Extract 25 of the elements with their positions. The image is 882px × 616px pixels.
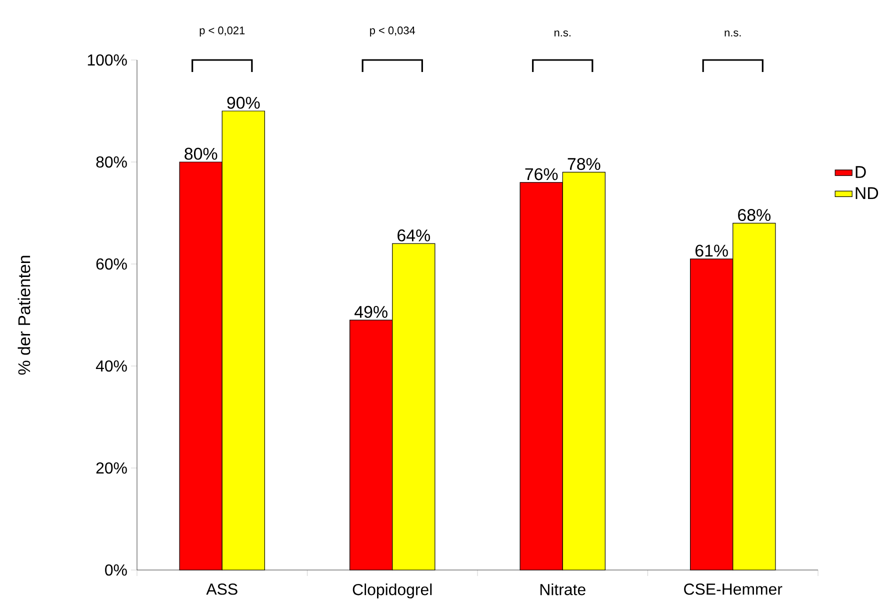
legend-label: ND	[856, 187, 878, 199]
text: p < 0,021	[200, 26, 245, 36]
y-tick-label: 80%	[96, 156, 127, 168]
y-tick-label: 20%	[96, 462, 127, 474]
data-label: 49%	[354, 306, 388, 318]
y-axis-title: % der Patienten	[18, 256, 30, 375]
y-tick-label: 60%	[96, 258, 127, 270]
legend-label: D	[856, 166, 866, 178]
y-tick-label: 40%	[96, 360, 127, 372]
x-tick-label: ASS	[206, 584, 238, 595]
y-tick-label: 0%	[105, 564, 127, 576]
data-label: 76%	[525, 168, 558, 180]
data-label: 64%	[398, 229, 430, 242]
data-label: 80%	[184, 148, 218, 160]
data-label: 68%	[738, 209, 770, 222]
data-label: 90%	[227, 96, 260, 109]
data-label: 61%	[696, 244, 728, 257]
x-tick-label: Nitrate	[540, 584, 586, 596]
x-tick-label: CSE-Hemmer	[684, 584, 782, 595]
text: n.s.	[554, 30, 570, 36]
text: n.s.	[724, 30, 741, 36]
x-tick-label: Clopidogrel	[352, 584, 432, 598]
data-label: 78%	[568, 158, 600, 170]
text: p < 0,034	[370, 26, 416, 36]
y-tick-label: 100%	[88, 54, 127, 66]
